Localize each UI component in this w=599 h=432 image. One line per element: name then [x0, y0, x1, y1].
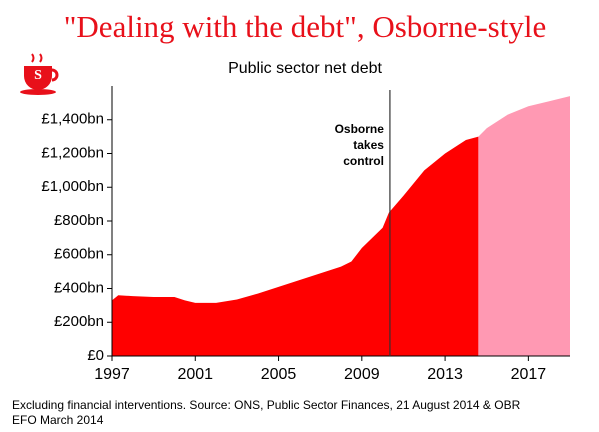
area	[478, 96, 570, 356]
annotation-text: Osborne	[335, 122, 385, 136]
y-tick-label: £200bn	[54, 313, 104, 330]
x-tick-label: 2001	[177, 366, 213, 383]
annotation-text: takes	[353, 138, 384, 152]
logo: S	[20, 53, 59, 95]
x-tick-label: 2009	[344, 366, 380, 383]
annotation-text: control	[343, 154, 384, 168]
svg-text:S: S	[34, 68, 42, 83]
y-tick-label: £0	[87, 347, 104, 364]
y-tick-label: £1,400bn	[41, 111, 104, 128]
y-tick-label: £1,000bn	[41, 178, 104, 195]
y-tick-label: £1,200bn	[41, 144, 104, 161]
y-tick-label: £800bn	[54, 212, 104, 229]
x-tick-label: 2013	[427, 366, 463, 383]
y-tick-label: £400bn	[54, 279, 104, 296]
x-tick-label: 2017	[511, 366, 547, 383]
y-tick-label: £600bn	[54, 246, 104, 263]
x-tick-label: 1997	[94, 366, 130, 383]
area	[112, 136, 479, 356]
footnote: Excluding financial interventions. Sourc…	[12, 398, 521, 412]
chart-title: "Dealing with the debt", Osborne-style	[64, 9, 546, 44]
chart-subtitle: Public sector net debt	[228, 60, 382, 77]
footnote: EFO March 2014	[12, 413, 104, 427]
x-tick-label: 2005	[261, 366, 297, 383]
